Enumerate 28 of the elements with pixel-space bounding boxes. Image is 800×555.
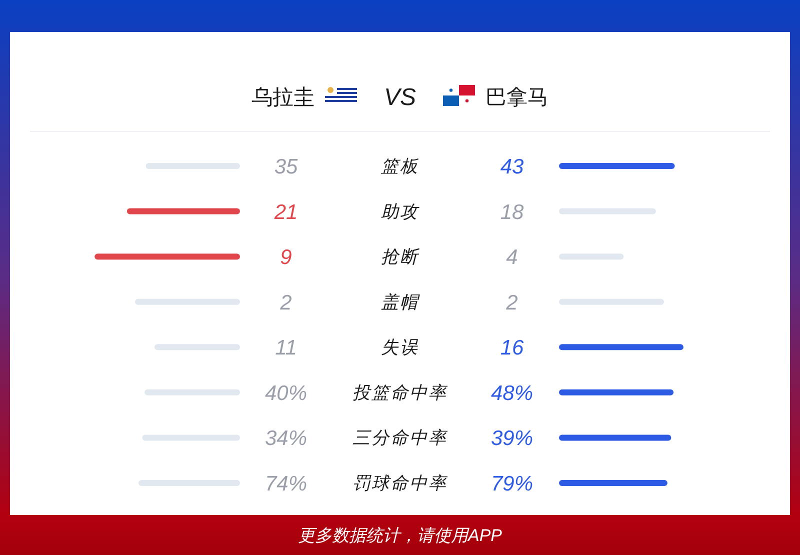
data-label: 34%: [264, 427, 308, 450]
y-tick-label: 助攻: [381, 201, 420, 222]
data-label: 11: [275, 336, 297, 360]
y-tick-label: 抢断: [381, 246, 420, 267]
data-label: 2: [279, 291, 292, 314]
data-label: 9: [280, 246, 292, 270]
data-label: 43: [500, 156, 524, 178]
data-label: 35: [274, 156, 298, 178]
data-label: 18: [500, 200, 524, 224]
data-label: 74%: [264, 472, 308, 496]
y-tick-label: 篮板: [381, 156, 419, 176]
data-label: 16: [500, 336, 524, 360]
data-label: 4: [506, 246, 518, 270]
y-tick-label: 罚球命中率: [352, 473, 448, 493]
text: VS: [384, 84, 416, 111]
data-label: 2: [505, 291, 518, 314]
y-tick-label: 三分命中率: [352, 428, 448, 448]
data-label: 21: [273, 200, 298, 224]
text: 乌拉圭: [252, 86, 314, 109]
data-label: 39%: [490, 427, 534, 450]
data-label: 48%: [490, 382, 534, 405]
data-label: 79%: [490, 472, 534, 496]
y-tick-label: 投篮命中率: [352, 382, 448, 402]
y-tick-label: 失误: [381, 337, 419, 358]
text: 巴拿马: [486, 86, 548, 109]
y-tick-label: 盖帽: [381, 292, 420, 312]
data-label: 40%: [264, 382, 308, 405]
text: 更多数据统计，请使用APP: [298, 526, 503, 545]
